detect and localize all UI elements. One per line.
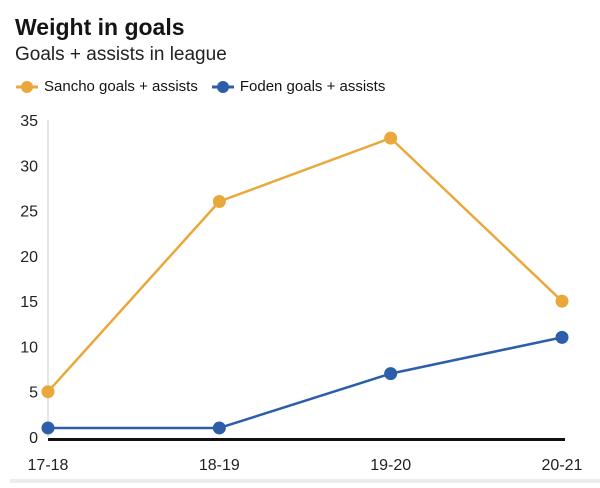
y-tick-label: 30	[20, 158, 38, 175]
bottom-strip	[10, 479, 600, 483]
legend-marker-icon	[16, 80, 38, 93]
y-tick-label: 25	[20, 204, 38, 221]
data-point	[212, 195, 226, 209]
data-point	[41, 385, 55, 399]
x-tick-label: 18-19	[199, 457, 240, 474]
y-tick-label: 15	[20, 294, 38, 311]
y-tick-label: 35	[20, 113, 38, 130]
legend-label: Sancho goals + assists	[44, 78, 198, 95]
series-line-1	[48, 336, 563, 430]
data-point	[384, 131, 398, 145]
line-chart: 0 5 10 15 20 25 30 35 17-18 18-19 19-20 20-21	[20, 113, 583, 474]
y-tick-label: 5	[29, 385, 38, 402]
chart-area: 0 5 10 15 20 25 30 35 17-18 18-19 19-20 20-21	[0, 108, 600, 483]
data-point	[41, 421, 55, 435]
y-tick-label: 20	[20, 249, 38, 266]
x-tick-label: 19-20	[370, 457, 411, 474]
chart-subtitle: Goals + assists in league	[15, 44, 227, 65]
legend-item-1: Foden goals + assists	[211, 78, 386, 95]
y-tick-label: 10	[20, 339, 38, 356]
legend-item-0: Sancho goals + assists	[16, 78, 198, 95]
y-tick-label: 0	[29, 430, 38, 447]
data-point	[212, 421, 226, 435]
data-point	[384, 367, 398, 381]
chart-title: Weight in goals	[15, 14, 185, 40]
legend-marker-icon	[211, 80, 234, 93]
chart-legend: Sancho goals + assists Foden goals + assi…	[16, 78, 385, 95]
legend-label: Foden goals + assists	[239, 78, 386, 95]
x-tick-label: 20-21	[542, 457, 583, 474]
x-tick-label: 17-18	[28, 457, 69, 474]
series-line-0	[47, 136, 563, 393]
data-point	[555, 294, 569, 308]
data-point	[555, 330, 569, 344]
